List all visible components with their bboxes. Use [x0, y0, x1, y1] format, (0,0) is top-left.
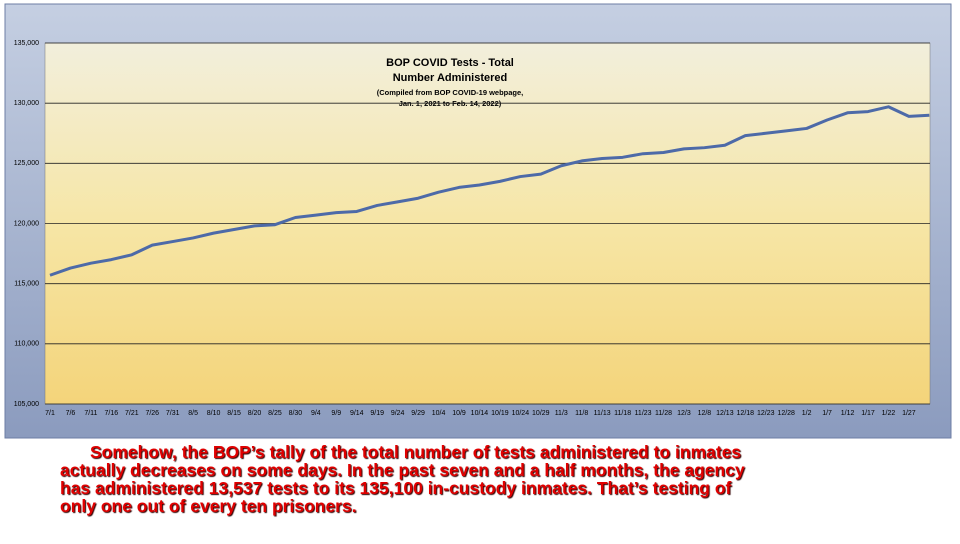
x-tick-label: 9/14: [350, 410, 364, 417]
x-tick-label: 9/24: [391, 410, 405, 417]
y-tick-label: 115,000: [14, 281, 39, 288]
x-tick-label: 12/3: [677, 410, 691, 417]
y-tick-label: 135,000: [14, 40, 39, 47]
x-tick-label: 11/13: [594, 410, 611, 417]
y-tick-label: 105,000: [14, 401, 39, 408]
x-tick-label: 12/28: [777, 410, 795, 417]
x-tick-label: 9/29: [411, 410, 425, 417]
y-tick-label: 120,000: [14, 220, 39, 227]
x-tick-label: 1/12: [841, 410, 855, 417]
y-tick-label: 110,000: [14, 341, 39, 348]
x-tick-label: 12/8: [698, 410, 712, 417]
x-tick-label: 12/18: [737, 410, 755, 417]
x-tick-label: 12/13: [716, 410, 734, 417]
x-tick-label: 1/17: [861, 410, 875, 417]
x-tick-label: 7/16: [105, 410, 119, 417]
x-tick-label: 7/26: [145, 410, 159, 417]
x-tick-label: 8/15: [227, 410, 241, 417]
x-tick-label: 1/7: [822, 410, 832, 417]
x-tick-label: 10/29: [532, 410, 550, 417]
chart-subtitle: (Compiled from BOP COVID-19 webpage,: [377, 88, 524, 97]
y-tick-label: 125,000: [14, 160, 39, 167]
x-tick-label: 8/5: [188, 410, 198, 417]
caption-line: only one out of every ten prisoners.: [60, 496, 357, 516]
x-tick-label: 10/4: [432, 410, 446, 417]
x-tick-label: 7/21: [125, 410, 139, 417]
x-tick-label: 10/24: [512, 410, 530, 417]
x-tick-label: 9/9: [331, 410, 341, 417]
x-tick-label: 1/22: [882, 410, 896, 417]
x-tick-label: 11/28: [655, 410, 672, 417]
x-tick-label: 11/23: [635, 410, 652, 417]
caption-line: has administered 13,537 tests to its 135…: [60, 478, 732, 498]
chart-title: Number Administered: [393, 72, 508, 84]
caption-line: Somehow, the BOP’s tally of the total nu…: [90, 442, 742, 462]
chart-title: BOP COVID Tests - Total: [386, 57, 514, 69]
x-tick-label: 12/23: [757, 410, 775, 417]
x-tick-label: 8/25: [268, 410, 282, 417]
x-tick-label: 1/2: [802, 410, 812, 417]
x-tick-label: 9/4: [311, 410, 321, 417]
caption: Somehow, the BOP’s tally of the total nu…: [60, 443, 950, 515]
x-tick-label: 11/3: [555, 410, 568, 417]
x-tick-label: 7/1: [45, 410, 55, 417]
chart: BOP COVID Tests - Total Number Administe…: [4, 3, 952, 439]
x-tick-label: 10/14: [471, 410, 489, 417]
x-tick-label: 11/8: [575, 410, 588, 417]
x-tick-label: 11/18: [614, 410, 631, 417]
x-tick-label: 1/27: [902, 410, 916, 417]
x-tick-label: 7/31: [166, 410, 180, 417]
x-tick-label: 7/11: [84, 410, 97, 417]
y-tick-label: 130,000: [14, 100, 39, 107]
x-tick-label: 8/20: [248, 410, 262, 417]
x-tick-label: 7/6: [66, 410, 76, 417]
caption-line: actually decreases on some days. In the …: [60, 460, 745, 480]
x-tick-label: 8/10: [207, 410, 221, 417]
x-tick-label: 10/19: [491, 410, 509, 417]
x-tick-label: 8/30: [289, 410, 303, 417]
x-tick-label: 10/9: [452, 410, 466, 417]
x-tick-label: 9/19: [370, 410, 384, 417]
data-line: [49, 105, 930, 277]
